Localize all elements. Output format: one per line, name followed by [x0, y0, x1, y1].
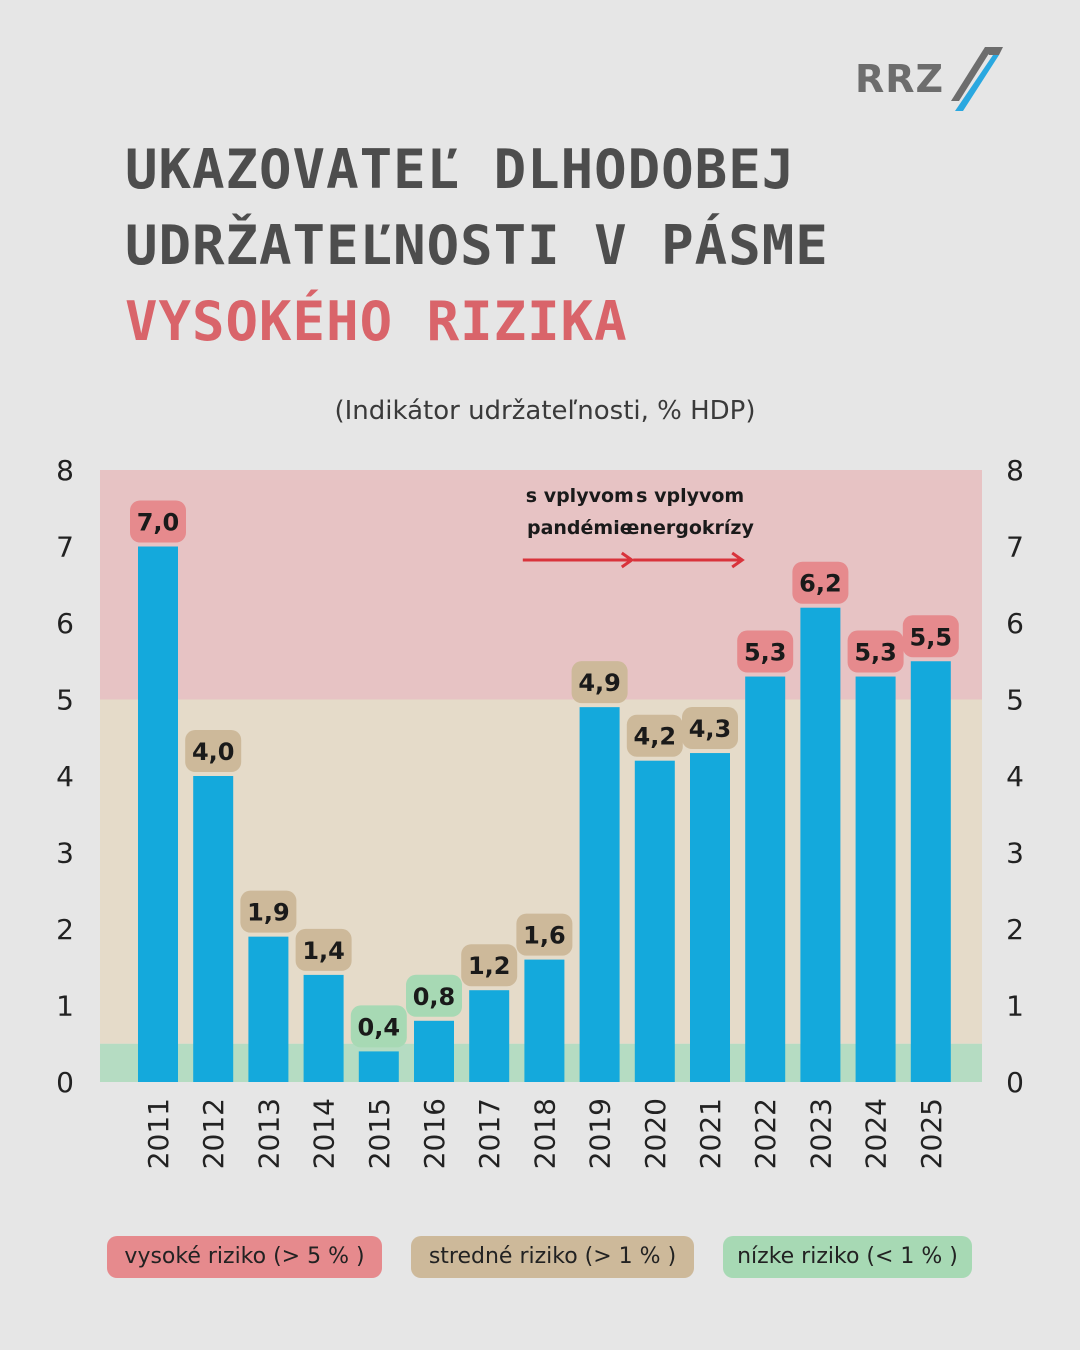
y-tick-right: 4 [1006, 760, 1024, 793]
data-label-pill [461, 944, 518, 987]
slash-stripes-icon [951, 47, 1003, 111]
bar-2016 [414, 1020, 454, 1082]
data-label: 5,3 [744, 639, 787, 667]
x-tick-label: 2014 [308, 1098, 341, 1169]
bar-chart: 0 0 1 1 2 2 3 3 4 4 5 5 6 6 7 7 8 8 7,0 2011 4,0 2012 1,9 2013 1… [56, 454, 1024, 1169]
bar-2018 [524, 959, 565, 1082]
annotation-arrowhead [731, 551, 745, 569]
title-line-1: UKAZOVATEĽ DLHODOBEJ [125, 138, 796, 201]
y-tick-left: 7 [56, 531, 74, 564]
logo-text: RRZ [855, 57, 945, 101]
data-label-pill [130, 500, 186, 543]
bar-2024 [855, 676, 896, 1082]
data-label-pill [350, 1005, 407, 1048]
logo: RRZ [855, 45, 1005, 115]
data-label: 7,0 [137, 509, 180, 537]
data-label: 4,0 [192, 738, 235, 766]
y-tick-left: 0 [56, 1066, 74, 1099]
y-tick-left: 6 [56, 607, 74, 640]
data-label: 1,9 [247, 899, 290, 927]
annotation-line-1: s vplyvom [636, 485, 744, 507]
y-tick-right: 1 [1006, 990, 1024, 1023]
legend-item: stredné riziko (> 1 % ) [411, 1236, 694, 1278]
x-tick-label: 2025 [915, 1098, 948, 1169]
bar-2012 [193, 776, 234, 1082]
bar-2019 [579, 707, 620, 1082]
data-label: 6,2 [799, 570, 842, 598]
bar-2013 [248, 936, 289, 1082]
y-tick-right: 2 [1006, 913, 1024, 946]
annotation-arrowhead [620, 551, 635, 569]
bar-2015 [358, 1051, 399, 1082]
annotation-line-2: energokrízy [627, 517, 755, 539]
data-label: 1,4 [302, 937, 345, 965]
x-tick-label: 2022 [749, 1098, 782, 1169]
bar-2020 [634, 760, 675, 1082]
data-label: 0,4 [358, 1013, 401, 1041]
x-tick-label: 2012 [197, 1098, 230, 1169]
bar-2021 [690, 753, 730, 1082]
data-label: 4,9 [578, 669, 621, 697]
x-tick-label: 2018 [528, 1098, 561, 1169]
data-label: 5,5 [910, 623, 953, 651]
data-label-pill [682, 707, 738, 750]
bar-2014 [303, 974, 344, 1082]
legend-item: vysoké riziko (> 5 % ) [107, 1236, 382, 1278]
y-tick-right: 6 [1006, 607, 1024, 640]
data-label: 5,3 [854, 639, 897, 667]
y-tick-left: 4 [56, 760, 74, 793]
y-tick-right: 5 [1006, 684, 1024, 717]
x-tick-label: 2015 [363, 1098, 396, 1169]
y-tick-left: 5 [56, 684, 74, 717]
chart-subtitle: (Indikátor udržateľnosti, % HDP) [334, 396, 756, 426]
legend-item: nízke riziko (< 1 % ) [723, 1236, 972, 1278]
y-tick-right: 3 [1006, 837, 1024, 870]
x-tick-label: 2021 [694, 1098, 727, 1169]
y-tick-left: 2 [56, 913, 74, 946]
page-title: UKAZOVATEĽ DLHODOBEJ UDRŽATEĽNOSTI V PÁS… [125, 132, 829, 360]
data-label: 4,2 [634, 723, 677, 751]
data-label: 1,6 [523, 922, 566, 950]
data-label-pill [847, 630, 904, 673]
data-label-pill [626, 714, 683, 757]
bar-2025 [910, 661, 951, 1082]
data-label-pill [737, 630, 794, 673]
data-label-pill [792, 561, 849, 604]
x-tick-label: 2013 [252, 1098, 285, 1169]
data-label-pill [516, 913, 573, 956]
data-label-pill [240, 890, 297, 933]
data-label-pill [295, 928, 352, 971]
x-tick-label: 2023 [804, 1098, 837, 1169]
x-tick-label: 2019 [584, 1098, 617, 1169]
bar-2017 [469, 990, 510, 1082]
y-tick-left: 1 [56, 990, 74, 1023]
x-tick-label: 2017 [473, 1098, 506, 1169]
title-line-3: VYSOKÉHO RIZIKA [125, 290, 628, 353]
data-label-pill [406, 974, 462, 1017]
x-tick-label: 2011 [142, 1098, 175, 1169]
annotation-line-2: pandémie [527, 517, 633, 539]
y-tick-right: 0 [1006, 1066, 1024, 1099]
bar-2023 [800, 607, 841, 1082]
data-label-pill [902, 615, 959, 658]
data-label: 4,3 [689, 715, 732, 743]
title-line-2: UDRŽATEĽNOSTI V PÁSME [125, 214, 829, 277]
data-label-pill [185, 730, 242, 772]
data-label-pill [571, 661, 628, 704]
y-tick-right: 7 [1006, 531, 1024, 564]
x-tick-label: 2024 [860, 1098, 893, 1169]
annotation-line-1: s vplyvom [526, 485, 634, 507]
y-tick-right: 8 [1006, 454, 1024, 487]
x-tick-label: 2020 [639, 1098, 672, 1169]
bar-2022 [745, 676, 786, 1082]
data-label: 0,8 [413, 983, 456, 1011]
data-label: 1,2 [468, 952, 511, 980]
bar-2011 [138, 546, 178, 1082]
y-tick-left: 8 [56, 454, 74, 487]
y-tick-left: 3 [56, 837, 74, 870]
x-tick-label: 2016 [418, 1098, 451, 1169]
